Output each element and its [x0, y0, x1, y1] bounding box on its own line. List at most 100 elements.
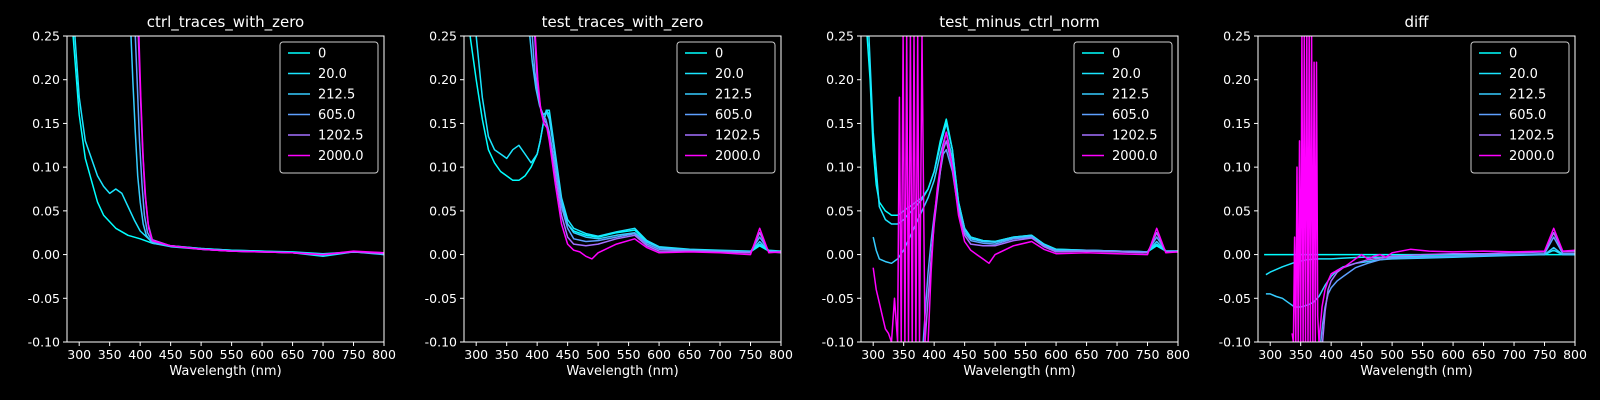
legend-entry: 0: [715, 47, 723, 62]
legend-entry: 212.5: [715, 88, 752, 103]
legend-entry: 2000.0: [1112, 149, 1158, 164]
x-tick-label: 400: [128, 347, 152, 362]
x-tick-label: 450: [1350, 347, 1374, 362]
y-tick-label: -0.05: [822, 291, 854, 306]
plot-frame: [860, 35, 1179, 343]
x-tick-label: 400: [922, 347, 946, 362]
y-tick-label: 0.25: [1223, 29, 1251, 44]
x-tick-label: 700: [311, 347, 335, 362]
x-tick-label: 400: [525, 347, 549, 362]
series-group: [1264, 36, 1575, 342]
x-tick-label: 350: [1289, 347, 1313, 362]
y-tick-label: 0.00: [32, 247, 60, 262]
y-tick-label: -0.10: [822, 335, 854, 350]
legend-entry: 20.0: [1112, 67, 1141, 82]
x-tick-label: 650: [1075, 347, 1099, 362]
x-tick-label: 650: [281, 347, 305, 362]
panel-4: diff 300 350 400 450 500 550 600 650 700 750 800 -0.…: [1219, 13, 1587, 379]
x-tick-label: 750: [1136, 347, 1160, 362]
y-tick-label: 0.15: [826, 116, 854, 131]
plot-frame: [1257, 35, 1576, 343]
legend-entry: 1202.5: [1112, 129, 1158, 144]
legend-entry: 605.0: [715, 108, 752, 123]
x-tick-label: 450: [953, 347, 977, 362]
x-tick-label: 700: [708, 347, 732, 362]
legend-box: [279, 41, 379, 174]
legend-entry: 0: [1509, 47, 1517, 62]
y-tick-label: 0.05: [1223, 203, 1251, 218]
y-tick-label: 0.15: [32, 116, 60, 131]
x-tick-label: 750: [1533, 347, 1557, 362]
plot-frame: [66, 35, 385, 343]
y-tick-label: 0.20: [429, 72, 457, 87]
panel-title: ctrl_traces_with_zero: [147, 13, 304, 32]
y-tick-label: 0.10: [429, 160, 457, 175]
y-tick-label: -0.10: [28, 335, 60, 350]
x-tick-label: 550: [1411, 347, 1435, 362]
x-tick-label: 650: [678, 347, 702, 362]
legend-entry: 605.0: [1509, 108, 1546, 123]
legend-box: [1470, 41, 1570, 174]
y-tick-label: 0.05: [429, 203, 457, 218]
y-tick-label: 0.05: [826, 203, 854, 218]
x-tick-label: 700: [1502, 347, 1526, 362]
y-tick-label: 0.25: [429, 29, 457, 44]
legend-entry: 1202.5: [318, 129, 364, 144]
series-group: [469, 36, 781, 260]
y-tick-label: 0.00: [429, 247, 457, 262]
y-tick-label: -0.05: [1219, 291, 1251, 306]
series-line-1202-5: [533, 36, 781, 254]
legend: 0 20.0 212.5 605.0 1202.5 2000.0: [1470, 41, 1570, 174]
x-tick-label: 550: [220, 347, 244, 362]
panel-2: test_traces_with_zero 300 350 400 450 500 550 6…: [425, 13, 793, 379]
legend: 0 20.0 212.5 605.0 1202.5 2000.0: [676, 41, 776, 174]
plot-frame: [463, 35, 782, 343]
x-tick-label: 650: [1472, 347, 1496, 362]
x-tick-label: 350: [98, 347, 122, 362]
x-tick-label: 700: [1105, 347, 1129, 362]
x-tick-label: 600: [1441, 347, 1465, 362]
legend-entry: 605.0: [318, 108, 355, 123]
x-tick-label: 300: [861, 347, 885, 362]
y-tick-label: 0.15: [429, 116, 457, 131]
y-tick-label: 0.00: [1223, 247, 1251, 262]
legend-entry: 20.0: [1509, 67, 1538, 82]
y-tick-label: -0.10: [425, 335, 457, 350]
x-tick-label: 500: [983, 347, 1007, 362]
y-tick-label: -0.05: [425, 291, 457, 306]
y-tick-label: 0.20: [32, 72, 60, 87]
x-tick-label: 800: [1166, 347, 1190, 362]
x-tick-label: 300: [464, 347, 488, 362]
y-tick-label: 0.20: [826, 72, 854, 87]
legend: 0 20.0 212.5 605.0 1202.5 2000.0: [279, 41, 379, 174]
series-line-1202-5: [924, 140, 1178, 342]
x-tick-label: 450: [556, 347, 580, 362]
legend-entry: 605.0: [1112, 108, 1149, 123]
x-tick-label: 350: [892, 347, 916, 362]
x-tick-label: 450: [159, 347, 183, 362]
y-tick-label: 0.20: [1223, 72, 1251, 87]
y-tick-label: 0.25: [826, 29, 854, 44]
x-axis-label: Wavelength (nm): [1360, 364, 1472, 379]
panel-3: test_minus_ctrl_norm 300 350 400 450 500 550 60…: [822, 13, 1190, 379]
panel-title: diff: [1404, 13, 1429, 31]
series-line-2000-0: [534, 36, 781, 260]
x-tick-label: 800: [372, 347, 396, 362]
x-axis-label: Wavelength (nm): [566, 364, 678, 379]
y-tick-label: 0.25: [32, 29, 60, 44]
x-tick-label: 350: [495, 347, 519, 362]
legend-entry: 212.5: [318, 88, 355, 103]
x-tick-label: 400: [1319, 347, 1343, 362]
y-tick-label: -0.10: [1219, 335, 1251, 350]
x-tick-label: 500: [586, 347, 610, 362]
legend-entry: 2000.0: [1509, 149, 1555, 164]
series-line-605-0: [531, 36, 781, 253]
legend-entry: 2000.0: [715, 149, 761, 164]
legend-entry: 212.5: [1509, 88, 1546, 103]
x-axis-label: Wavelength (nm): [963, 364, 1075, 379]
y-tick-label: -0.05: [28, 291, 60, 306]
y-tick-label: 0.00: [826, 247, 854, 262]
y-tick-label: 0.10: [1223, 160, 1251, 175]
legend-box: [1073, 41, 1173, 174]
series-line-2000-0: [872, 36, 1178, 342]
